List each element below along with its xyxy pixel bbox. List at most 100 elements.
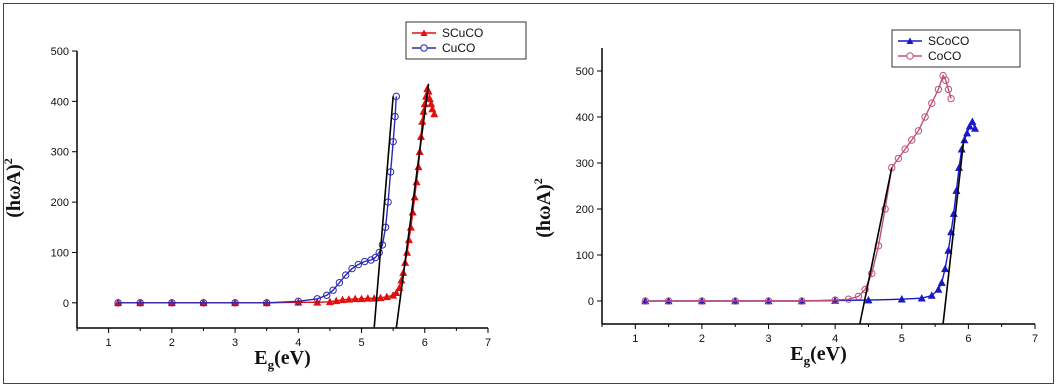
legend-swatch-marker	[420, 44, 428, 52]
data-point	[325, 297, 334, 306]
x-tick-label: 4	[295, 337, 301, 349]
data-point	[114, 299, 122, 307]
data-point	[168, 299, 176, 307]
legend-swatch-marker	[906, 52, 914, 60]
data-point	[897, 295, 906, 303]
y-tick-label: 100	[51, 247, 69, 259]
data-point	[348, 264, 356, 273]
x-tick-label: 7	[1032, 333, 1038, 345]
series-line	[118, 96, 397, 304]
data-point	[868, 269, 876, 278]
chart-2: 1 2 3 4 5 6 7 0 100 200 300 400 500 Eg(eV) (hωA)2 SCoCO…	[531, 29, 1038, 368]
data-point	[941, 264, 950, 273]
tangent-fit-line	[373, 96, 394, 329]
data-point	[313, 295, 321, 303]
y-axis-label: (hωA)2	[1, 158, 25, 218]
y-tick-label: 300	[576, 158, 594, 170]
x-tick-label: 5	[899, 333, 905, 345]
data-point	[357, 294, 366, 303]
data-point	[798, 297, 806, 305]
x-tick-label: 6	[965, 333, 971, 345]
x-tick-label: 2	[699, 333, 705, 345]
x-tick-label: 7	[485, 337, 491, 349]
x-tick-label: 1	[632, 333, 638, 345]
data-point	[430, 109, 439, 118]
legend-entry: SCuCO	[412, 26, 483, 40]
data-point	[921, 113, 929, 121]
series-line	[118, 86, 435, 304]
data-point	[917, 294, 926, 302]
data-point	[937, 278, 946, 286]
data-point	[947, 94, 955, 103]
plot-area	[641, 71, 980, 305]
data-point	[392, 288, 401, 297]
data-point	[881, 205, 889, 213]
data-point	[199, 299, 208, 307]
data-point	[375, 248, 383, 257]
data-point	[927, 291, 936, 299]
data-point	[425, 94, 434, 103]
x-tick-label: 1	[106, 337, 112, 349]
data-point	[231, 299, 239, 307]
legend-label: SCuCO	[442, 26, 483, 40]
data-point	[408, 208, 417, 216]
data-point	[914, 127, 923, 135]
series-CuCO	[114, 92, 401, 307]
y-axis-label: (hωA)2	[531, 178, 555, 238]
y-tick-label: 100	[576, 250, 594, 262]
series-SCoCO	[641, 117, 980, 305]
legend-box	[891, 29, 1021, 68]
data-point	[928, 99, 936, 107]
x-axis-label: Eg(eV)	[790, 343, 846, 368]
legend-entry: SCoCO	[898, 34, 969, 48]
series-CoCO	[641, 71, 955, 305]
data-point	[338, 295, 347, 304]
data-point	[378, 241, 387, 249]
data-point	[968, 117, 977, 125]
data-point	[342, 271, 350, 279]
x-tick-label: 6	[422, 337, 428, 349]
figure-frame	[3, 3, 1054, 384]
y-tick-label: 400	[576, 112, 594, 124]
chart-1: 1 2 3 4 5 6 7 0 100 200 300 400 500 Eg(eV) (hωA)2 SCuCO…	[1, 21, 527, 372]
data-point	[363, 294, 372, 302]
data-point	[831, 296, 839, 304]
data-point	[335, 278, 344, 287]
data-point	[323, 291, 331, 299]
tangent-fit-line	[859, 167, 893, 325]
x-tick-label: 4	[832, 333, 838, 345]
y-tick-label: 0	[588, 296, 594, 308]
data-point	[641, 297, 649, 305]
data-point	[698, 297, 706, 305]
y-tick-label: 400	[51, 96, 69, 108]
data-point	[294, 297, 303, 306]
data-point	[764, 297, 773, 305]
y-tick-label: 500	[576, 66, 594, 78]
data-point	[908, 136, 916, 144]
data-point	[934, 85, 943, 94]
data-point	[965, 122, 974, 130]
y-tick-label: 200	[51, 197, 69, 209]
data-point	[406, 223, 415, 231]
legend-label: CoCO	[928, 49, 961, 63]
data-point	[861, 285, 869, 294]
data-point	[427, 99, 436, 108]
data-point	[397, 276, 406, 284]
data-point	[944, 85, 953, 94]
data-point	[963, 128, 972, 137]
data-point	[944, 246, 953, 254]
x-axis-label: Eg(eV)	[254, 347, 310, 372]
y-tick-label: 500	[51, 46, 69, 58]
data-point	[731, 297, 739, 305]
data-point	[382, 292, 391, 301]
legend-label: CuCO	[442, 41, 475, 55]
x-tick-label: 5	[358, 337, 364, 349]
tangent-fit-line	[395, 83, 430, 329]
data-point	[854, 292, 863, 301]
series-line	[645, 119, 976, 302]
data-point	[844, 295, 853, 303]
data-point	[864, 295, 873, 304]
data-point	[942, 76, 950, 84]
x-tick-label: 3	[765, 333, 771, 345]
